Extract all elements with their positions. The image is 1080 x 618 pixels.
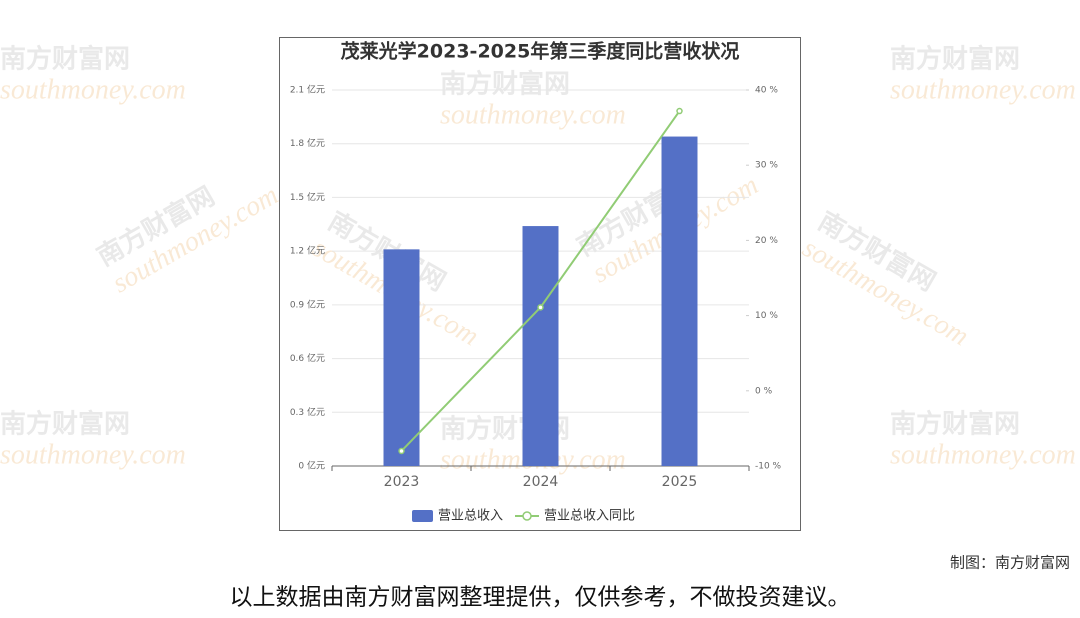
line-point xyxy=(676,107,683,115)
legend-swatch xyxy=(522,511,532,521)
watermark-cn: 南方财富网 xyxy=(0,409,130,440)
y-tick-label: 1.2 亿元 xyxy=(290,245,325,257)
line-point xyxy=(537,304,544,311)
x-tick-label: 2024 xyxy=(523,474,559,490)
y-tick-label: 0.9 亿元 xyxy=(290,298,325,310)
y2-tick-label: -10 % xyxy=(755,462,782,472)
y2-tick-label: 10 % xyxy=(755,311,778,321)
y-tick-label: 0 亿元 xyxy=(298,460,325,472)
y2-tick-label: 40 % xyxy=(755,86,778,96)
watermark-en: southmoney.com xyxy=(440,99,626,130)
caption: 以上数据由南方财富网整理提供，仅供参考，不做投资建议。 xyxy=(230,585,851,611)
bar xyxy=(522,226,559,466)
bar xyxy=(383,249,420,466)
x-tick-label: 2025 xyxy=(662,474,698,490)
legend-label: 营业总收入同比 xyxy=(544,509,635,524)
chart-frame xyxy=(279,37,801,531)
y2-tick-label: 0 % xyxy=(755,386,773,396)
watermark-cn: 南方财富网 xyxy=(890,44,1020,75)
y-tick-label: 1.5 亿元 xyxy=(290,191,325,203)
watermark-en: southmoney.com xyxy=(0,439,186,470)
y2-tick-label: 20 % xyxy=(755,236,778,246)
line-point xyxy=(398,447,405,455)
watermark-cn: 南方财富网 xyxy=(890,409,1020,440)
watermark-en: southmoney.com xyxy=(890,74,1076,105)
bar xyxy=(661,136,698,467)
watermark-en: southmoney.com xyxy=(890,439,1076,470)
legend-label: 营业总收入 xyxy=(438,509,503,524)
watermark-cn: 南方财富网 xyxy=(440,69,570,100)
watermark-cn: 南方财富网 xyxy=(0,44,130,75)
y-tick-label: 1.8 亿元 xyxy=(290,137,325,149)
y-tick-label: 0.6 亿元 xyxy=(290,352,325,364)
x-tick-label: 2023 xyxy=(384,474,420,490)
y-tick-label: 2.1 亿元 xyxy=(290,84,325,96)
y-tick-label: 0.3 亿元 xyxy=(290,406,325,418)
watermark-en: southmoney.com xyxy=(0,74,186,105)
y2-tick-label: 30 % xyxy=(755,161,778,171)
chart-title: 茂莱光学2023-2025年第三季度同比营收状况 xyxy=(341,40,740,63)
legend-swatch xyxy=(412,510,433,522)
credit: 制图：南方财富网 xyxy=(950,554,1070,572)
